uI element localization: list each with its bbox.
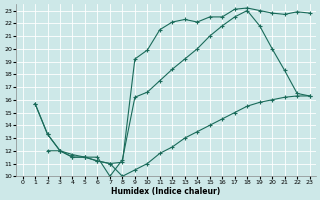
X-axis label: Humidex (Indice chaleur): Humidex (Indice chaleur)	[111, 187, 221, 196]
